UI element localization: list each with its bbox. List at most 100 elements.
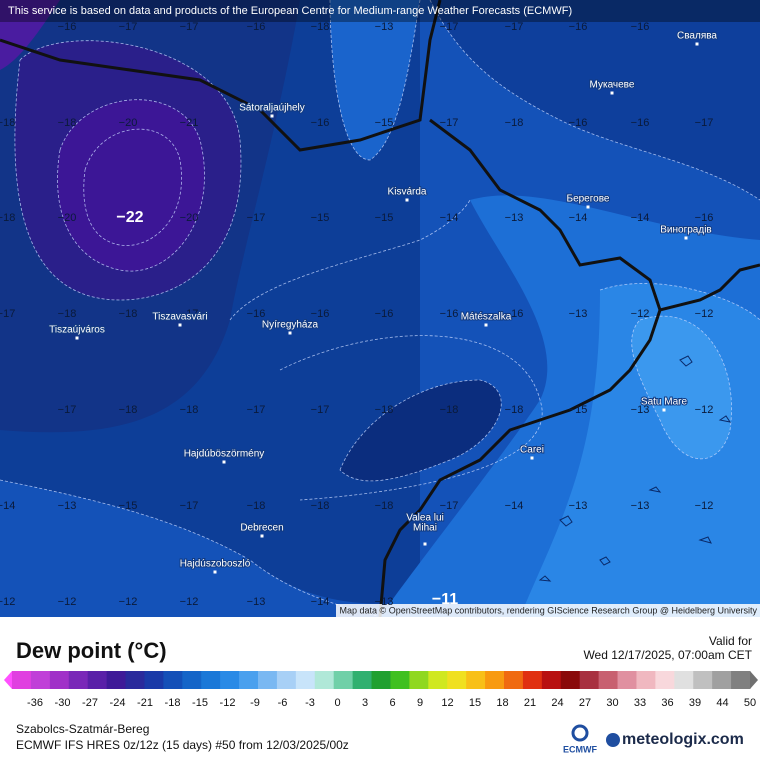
colorbar-swatch <box>352 671 373 689</box>
grid-value: −14 <box>440 212 459 224</box>
grid-value: −18 <box>311 500 330 512</box>
contour-fill <box>0 0 60 70</box>
city-dot <box>213 570 217 574</box>
city-label: Tiszavasvári <box>152 312 207 323</box>
colorbar-tick: 39 <box>689 697 701 709</box>
colorbar-tick: -36 <box>27 697 43 709</box>
grid-value: −17 <box>58 404 77 416</box>
grid-value: −14 <box>505 500 524 512</box>
colorbar-swatch <box>485 671 505 689</box>
colorbar-swatch <box>144 671 164 689</box>
grid-value: −16 <box>247 21 266 33</box>
colorbar-swatch <box>541 671 562 689</box>
colorbar-tick: 30 <box>606 697 618 709</box>
city-label: Мукачеве <box>590 80 635 91</box>
legend-title: Dew point (°C) <box>16 638 167 663</box>
brand-icon <box>606 733 620 747</box>
grid-value: −20 <box>119 117 138 129</box>
grid-value: −13 <box>631 500 650 512</box>
grid-value: −17 <box>247 212 266 224</box>
grid-value: −18 <box>505 404 524 416</box>
grid-value: −14 <box>631 212 650 224</box>
colorbar-tick: 27 <box>579 697 591 709</box>
grid-value: −13 <box>375 21 394 33</box>
valid-label: Valid for <box>709 634 752 648</box>
colorbar-tick: -30 <box>55 697 71 709</box>
grid-value: −12 <box>180 596 199 608</box>
colorbar-swatch <box>560 671 581 689</box>
grid-value: −18 <box>0 117 15 129</box>
city-label: Valea lui <box>406 513 444 524</box>
colorbar-swatch <box>693 671 713 689</box>
colorbar-arrow <box>4 671 12 689</box>
grid-value: −18 <box>119 308 138 320</box>
grid-value: −18 <box>119 404 138 416</box>
grid-value: −15 <box>375 212 394 224</box>
city-label: Nyíregyháza <box>262 320 319 331</box>
city-label: Mátészalka <box>461 312 512 323</box>
notice: This service is based on data and produc… <box>8 5 572 17</box>
city-dot <box>586 205 590 209</box>
city-label: Берегове <box>567 194 610 205</box>
city-dot <box>288 331 292 335</box>
borders <box>0 0 760 618</box>
colorbar-swatch <box>674 671 694 689</box>
grid-value: −18 <box>58 117 77 129</box>
grid-value: −14 <box>311 596 330 608</box>
colorbar-swatch <box>30 671 51 689</box>
colorbar-swatch <box>598 671 619 689</box>
colorbar-swatch <box>636 671 656 689</box>
colorbar-tick: 33 <box>634 697 646 709</box>
grid-value: −13 <box>58 500 77 512</box>
colorbar-swatch <box>655 671 675 689</box>
grid-value: −17 <box>180 21 199 33</box>
colorbar-swatch <box>390 671 410 689</box>
grid-value: −17 <box>505 21 524 33</box>
attribution: Map data © OpenStreetMap contributors, r… <box>340 605 758 615</box>
colorbar-swatch <box>731 671 751 689</box>
ecmwf-icon <box>571 724 589 742</box>
colorbar-swatch <box>428 671 448 689</box>
grid-value: −13 <box>505 212 524 224</box>
city-dot <box>684 236 688 240</box>
colorbar-tick: 21 <box>524 697 536 709</box>
grid-value: −17 <box>440 117 459 129</box>
grid-value: −16 <box>311 117 330 129</box>
colorbar-swatch <box>522 671 543 689</box>
city-label: Sátoraljaújhely <box>239 103 305 114</box>
city-dot <box>695 42 699 46</box>
grid-value: −13 <box>631 404 650 416</box>
grid-value: −13 <box>569 500 588 512</box>
colorbar-swatch <box>409 671 429 689</box>
grid-value: −17 <box>440 500 459 512</box>
notice-bar <box>0 0 760 22</box>
colorbar-swatch <box>49 671 70 689</box>
city-label: Debrecen <box>240 523 283 534</box>
city-label: Kisvárda <box>388 187 427 198</box>
city-label: Hajdúböszörmény <box>184 449 265 460</box>
grid-value: −18 <box>0 212 15 224</box>
extreme-value: −11 <box>432 591 458 608</box>
colorbar-swatch <box>163 671 183 689</box>
colorbar-swatch <box>125 671 145 689</box>
grid-value: −18 <box>311 21 330 33</box>
colorbar-tick: -21 <box>137 697 153 709</box>
city-dot <box>662 408 666 412</box>
colorbar-tick: 18 <box>496 697 508 709</box>
grid-value: −18 <box>247 500 266 512</box>
grid-value: −17 <box>311 404 330 416</box>
grid-value: −13 <box>569 308 588 320</box>
grid-value: −18 <box>375 404 394 416</box>
colorbar-tick: 9 <box>417 697 423 709</box>
region: Szabolcs-Szatmár-Bereg <box>16 722 149 736</box>
city-dot <box>178 323 182 327</box>
grid-value: −12 <box>695 308 714 320</box>
grid-value: −16 <box>58 21 77 33</box>
grid-value: −12 <box>58 596 77 608</box>
contour-fill <box>57 99 205 272</box>
city-dot <box>423 542 427 546</box>
colorbar-swatch <box>239 671 259 689</box>
grid-value: −12 <box>695 500 714 512</box>
city-dot <box>260 534 264 538</box>
grid-value: −16 <box>631 21 650 33</box>
